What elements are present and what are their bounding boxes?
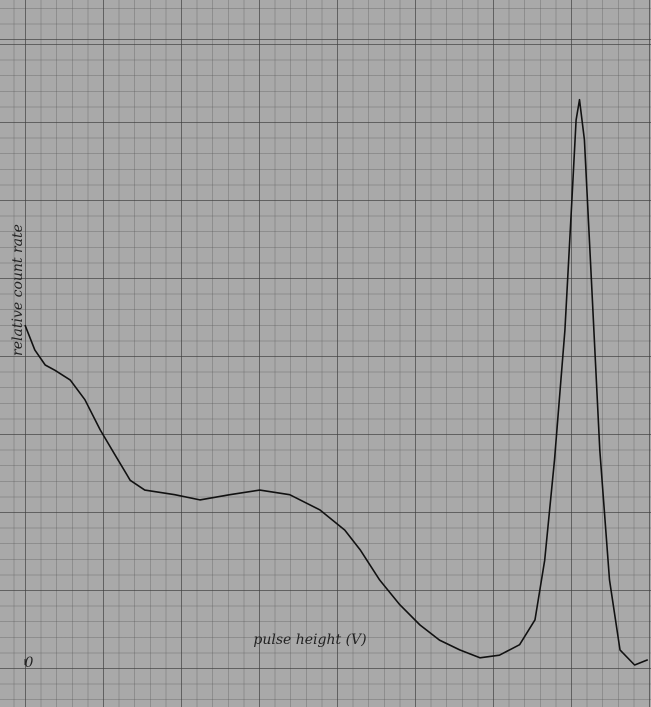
y-axis-label: relative count rate	[10, 224, 26, 356]
spectrum-line	[24, 98, 649, 666]
x-tick-label: 0	[25, 655, 34, 671]
x-axis-label: pulse height (V)	[253, 632, 366, 648]
